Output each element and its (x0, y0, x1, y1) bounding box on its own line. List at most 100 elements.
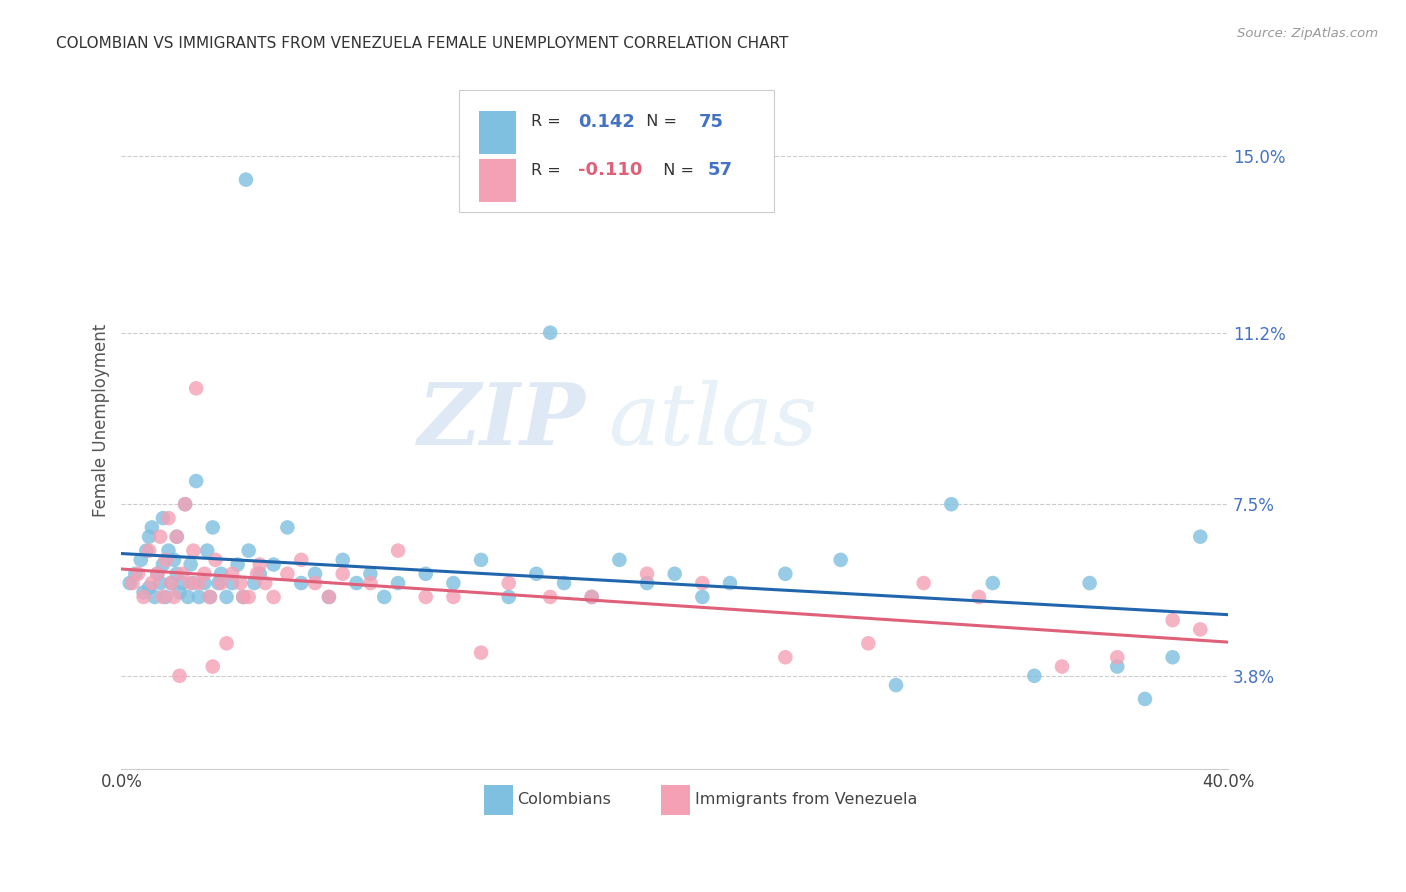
Point (183, 543, 205, 558)
Point (221, 576, 243, 591)
Point (132, 585, 155, 599)
Point (187, 590, 209, 604)
Point (359, 576, 381, 591)
Point (127, 566, 149, 581)
Point (718, 576, 741, 591)
Point (141, 520, 163, 534)
Point (441, 590, 464, 604)
Point (183, 576, 205, 591)
Text: N =: N = (652, 163, 699, 178)
Point (121, 576, 143, 591)
Text: N =: N = (636, 114, 682, 129)
Text: COLOMBIAN VS IMMIGRANTS FROM VENEZUELA FEMALE UNEMPLOYMENT CORRELATION CHART: COLOMBIAN VS IMMIGRANTS FROM VENEZUELA F… (56, 36, 789, 51)
Text: 0.142: 0.142 (578, 112, 636, 130)
Point (129, 553, 152, 567)
Point (415, 566, 437, 581)
Point (149, 576, 172, 591)
Point (609, 553, 631, 567)
Point (163, 553, 186, 567)
Point (215, 636, 238, 650)
Point (169, 669, 191, 683)
Point (141, 576, 163, 591)
Point (1078, 576, 1101, 591)
Point (180, 558, 202, 572)
Point (177, 590, 200, 604)
Point (359, 566, 381, 581)
Point (981, 576, 1004, 591)
Point (387, 543, 409, 558)
Point (553, 576, 575, 591)
Point (346, 576, 368, 591)
Point (118, 576, 141, 591)
Text: Immigrants from Venezuela: Immigrants from Venezuela (695, 792, 917, 807)
Point (470, 646, 492, 660)
Point (332, 553, 354, 567)
Text: R =: R = (531, 163, 565, 178)
Point (207, 576, 229, 591)
Point (1107, 659, 1129, 673)
Point (160, 576, 183, 591)
Point (155, 553, 177, 567)
Point (232, 590, 254, 604)
Point (166, 566, 188, 581)
Point (332, 566, 354, 581)
Point (235, 172, 257, 186)
Point (967, 590, 990, 604)
Point (238, 543, 260, 558)
Point (221, 566, 243, 581)
Point (249, 566, 271, 581)
Point (243, 576, 266, 591)
Point (198, 590, 221, 604)
Point (498, 590, 520, 604)
Point (198, 590, 221, 604)
Point (775, 566, 797, 581)
Point (692, 590, 714, 604)
Point (135, 543, 157, 558)
Point (238, 590, 260, 604)
Point (415, 590, 437, 604)
Point (187, 576, 209, 591)
Text: ZIP: ZIP (419, 379, 586, 463)
Point (941, 497, 963, 511)
Point (124, 566, 146, 581)
Point (143, 590, 166, 604)
Point (692, 576, 714, 591)
Text: atlas: atlas (609, 379, 817, 462)
Point (184, 474, 207, 488)
Text: 75: 75 (699, 112, 724, 130)
Point (1107, 650, 1129, 665)
Point (138, 543, 160, 558)
Point (1024, 669, 1046, 683)
Point (201, 659, 224, 673)
Point (373, 590, 395, 604)
Point (318, 590, 340, 604)
Point (174, 497, 197, 511)
FancyBboxPatch shape (458, 90, 775, 212)
Point (215, 590, 238, 604)
Point (152, 590, 174, 604)
Point (276, 566, 298, 581)
Point (263, 558, 285, 572)
Point (132, 590, 155, 604)
Point (169, 585, 191, 599)
Point (1161, 613, 1184, 627)
Point (470, 553, 492, 567)
FancyBboxPatch shape (485, 785, 513, 815)
Point (304, 576, 326, 591)
Text: -0.110: -0.110 (578, 161, 643, 179)
Point (229, 576, 252, 591)
Point (581, 590, 603, 604)
Point (1133, 692, 1156, 706)
Point (166, 530, 188, 544)
Point (146, 566, 169, 581)
Point (830, 553, 852, 567)
Point (166, 530, 188, 544)
Point (1161, 650, 1184, 665)
Point (775, 650, 797, 665)
Point (193, 576, 215, 591)
Point (524, 566, 547, 581)
Point (193, 566, 215, 581)
Point (263, 590, 285, 604)
FancyBboxPatch shape (479, 112, 516, 154)
Point (254, 576, 277, 591)
